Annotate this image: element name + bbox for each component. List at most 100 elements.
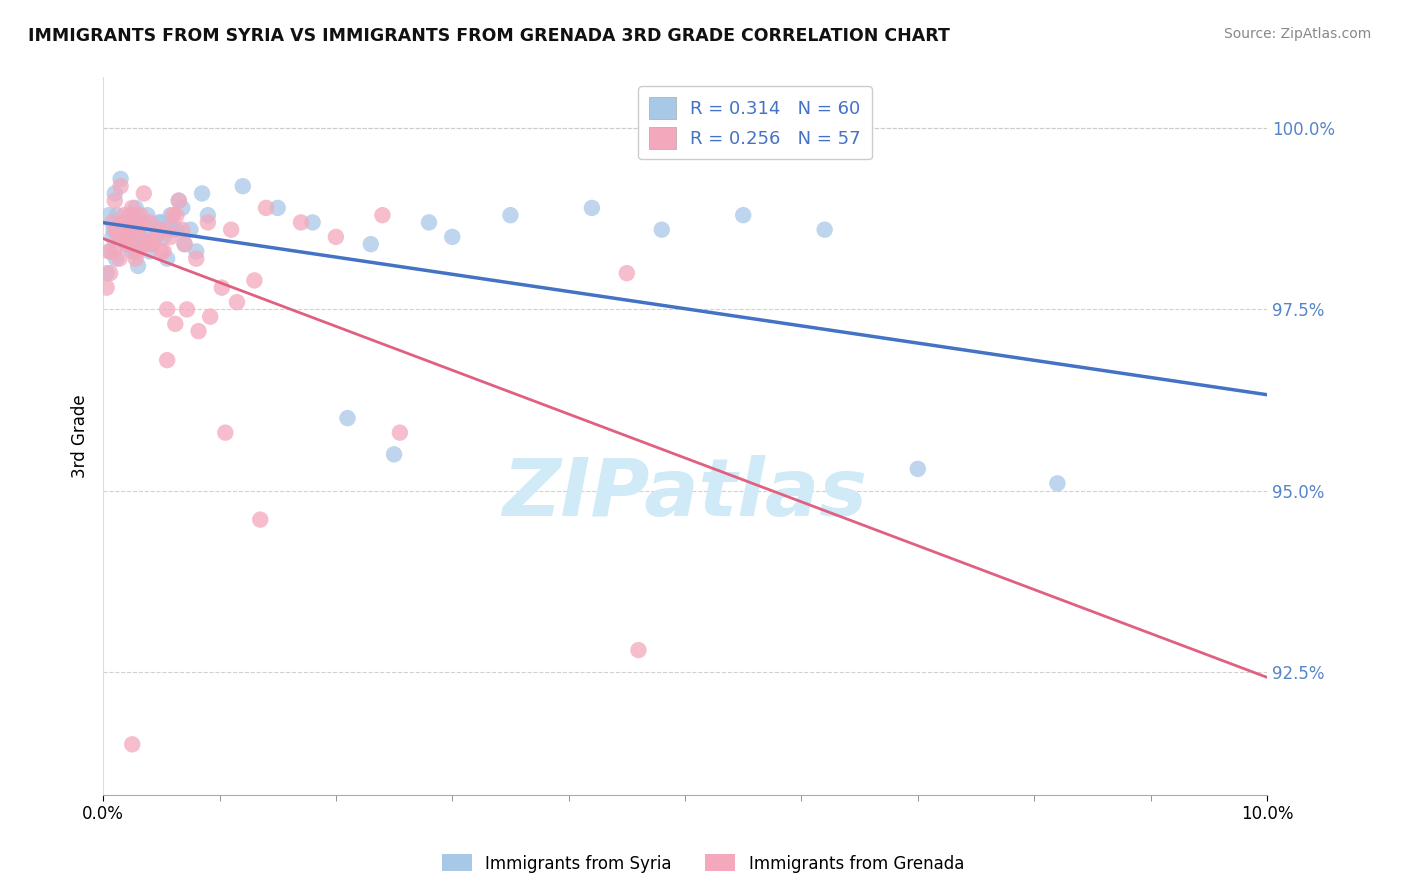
- Point: [191, 186, 214, 201]
- Point: [165, 208, 187, 222]
- Point: [117, 237, 139, 252]
- Point: [111, 230, 134, 244]
- Point: [336, 411, 359, 425]
- Point: [118, 237, 141, 252]
- Point: [150, 244, 173, 259]
- Point: [499, 208, 522, 222]
- Point: [125, 244, 148, 259]
- Point: [173, 237, 195, 252]
- Point: [651, 222, 673, 236]
- Point: [441, 230, 464, 244]
- Point: [105, 230, 128, 244]
- Point: [96, 280, 118, 294]
- Point: [145, 230, 167, 244]
- Point: [187, 324, 209, 338]
- Point: [101, 215, 124, 229]
- Point: [1046, 476, 1069, 491]
- Point: [156, 222, 179, 236]
- Point: [172, 222, 194, 236]
- Point: [112, 208, 135, 222]
- Point: [132, 186, 155, 201]
- Point: [110, 172, 132, 186]
- Point: [159, 208, 181, 222]
- Point: [814, 222, 837, 236]
- Point: [124, 208, 146, 222]
- Point: [121, 201, 143, 215]
- Point: [214, 425, 236, 440]
- Point: [118, 215, 141, 229]
- Point: [135, 237, 157, 252]
- Point: [159, 230, 181, 244]
- Point: [141, 237, 163, 252]
- Point: [103, 244, 125, 259]
- Point: [173, 237, 195, 252]
- Point: [108, 230, 131, 244]
- Point: [267, 201, 290, 215]
- Point: [371, 208, 394, 222]
- Point: [156, 302, 179, 317]
- Point: [97, 244, 120, 259]
- Point: [128, 230, 150, 244]
- Point: [152, 230, 174, 244]
- Point: [733, 208, 755, 222]
- Point: [138, 215, 160, 229]
- Point: [121, 737, 143, 751]
- Point: [127, 222, 149, 236]
- Point: [197, 208, 219, 222]
- Point: [125, 230, 148, 244]
- Text: ZIPatlas: ZIPatlas: [502, 455, 868, 533]
- Point: [125, 252, 148, 266]
- Text: Source: ZipAtlas.com: Source: ZipAtlas.com: [1223, 27, 1371, 41]
- Point: [382, 447, 405, 461]
- Point: [197, 215, 219, 229]
- Point: [135, 222, 157, 236]
- Point: [186, 252, 208, 266]
- Point: [167, 194, 190, 208]
- Point: [388, 425, 411, 440]
- Point: [96, 266, 118, 280]
- Point: [103, 222, 125, 236]
- Point: [104, 194, 127, 208]
- Point: [136, 208, 159, 222]
- Point: [131, 237, 153, 252]
- Point: [141, 237, 163, 252]
- Point: [254, 201, 277, 215]
- Point: [167, 194, 190, 208]
- Point: [165, 317, 187, 331]
- Point: [627, 643, 650, 657]
- Point: [219, 222, 242, 236]
- Point: [138, 244, 160, 259]
- Point: [162, 222, 184, 236]
- Point: [165, 222, 187, 236]
- Point: [145, 230, 167, 244]
- Point: [98, 244, 121, 259]
- Point: [108, 252, 131, 266]
- Point: [114, 215, 136, 229]
- Point: [232, 179, 254, 194]
- Point: [907, 462, 929, 476]
- Point: [120, 208, 142, 222]
- Point: [115, 237, 138, 252]
- Point: [156, 353, 179, 368]
- Point: [125, 201, 148, 215]
- Point: [121, 244, 143, 259]
- Point: [111, 215, 134, 229]
- Point: [124, 244, 146, 259]
- Point: [243, 273, 266, 287]
- Y-axis label: 3rd Grade: 3rd Grade: [72, 394, 89, 478]
- Point: [131, 215, 153, 229]
- Point: [616, 266, 638, 280]
- Point: [249, 513, 271, 527]
- Point: [226, 295, 249, 310]
- Point: [120, 222, 142, 236]
- Point: [129, 230, 152, 244]
- Point: [98, 266, 121, 280]
- Point: [104, 186, 127, 201]
- Point: [156, 252, 179, 266]
- Point: [301, 215, 323, 229]
- Point: [418, 215, 440, 229]
- Point: [97, 208, 120, 222]
- Point: [211, 280, 233, 294]
- Point: [172, 201, 194, 215]
- Point: [128, 215, 150, 229]
